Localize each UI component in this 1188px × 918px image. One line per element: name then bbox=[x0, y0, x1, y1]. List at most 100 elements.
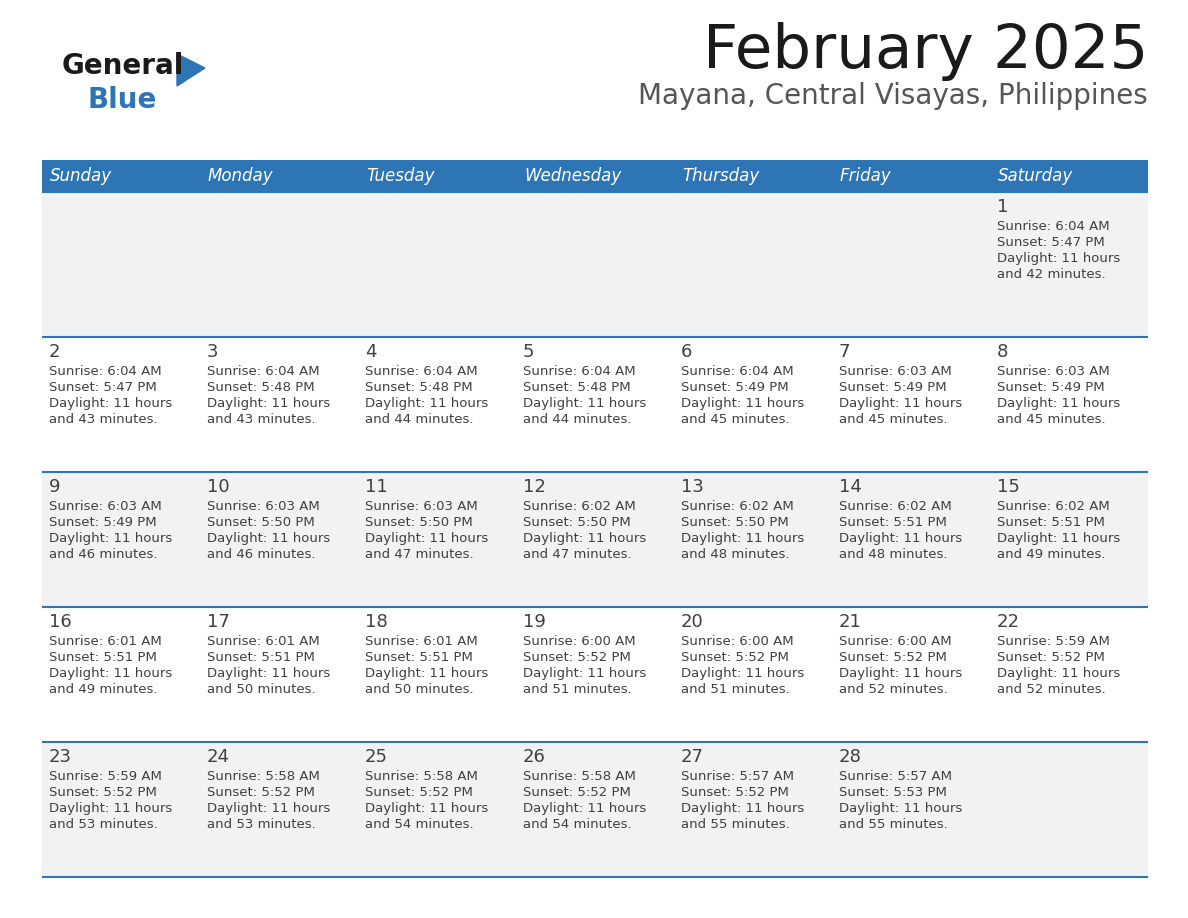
Text: 19: 19 bbox=[523, 613, 545, 631]
Text: Daylight: 11 hours: Daylight: 11 hours bbox=[207, 532, 330, 545]
Text: Daylight: 11 hours: Daylight: 11 hours bbox=[523, 397, 646, 410]
Text: Daylight: 11 hours: Daylight: 11 hours bbox=[365, 667, 488, 680]
Text: 13: 13 bbox=[681, 478, 703, 496]
Text: and 45 minutes.: and 45 minutes. bbox=[997, 413, 1106, 426]
Text: Sunset: 5:51 PM: Sunset: 5:51 PM bbox=[997, 516, 1105, 529]
Text: Daylight: 11 hours: Daylight: 11 hours bbox=[49, 397, 172, 410]
Text: Sunrise: 6:04 AM: Sunrise: 6:04 AM bbox=[49, 365, 162, 378]
Text: and 42 minutes.: and 42 minutes. bbox=[997, 268, 1106, 281]
Text: Sunrise: 6:02 AM: Sunrise: 6:02 AM bbox=[681, 500, 794, 513]
Text: Daylight: 11 hours: Daylight: 11 hours bbox=[523, 802, 646, 815]
Text: Sunset: 5:49 PM: Sunset: 5:49 PM bbox=[997, 381, 1105, 394]
Text: and 47 minutes.: and 47 minutes. bbox=[523, 548, 632, 561]
Text: Daylight: 11 hours: Daylight: 11 hours bbox=[839, 532, 962, 545]
Text: Sunset: 5:49 PM: Sunset: 5:49 PM bbox=[49, 516, 157, 529]
Text: Daylight: 11 hours: Daylight: 11 hours bbox=[207, 667, 330, 680]
Text: Tuesday: Tuesday bbox=[366, 167, 435, 185]
Text: Sunset: 5:53 PM: Sunset: 5:53 PM bbox=[839, 786, 947, 799]
Bar bbox=[42, 607, 1148, 742]
Text: 22: 22 bbox=[997, 613, 1020, 631]
Text: and 52 minutes.: and 52 minutes. bbox=[997, 683, 1106, 696]
Text: Sunset: 5:52 PM: Sunset: 5:52 PM bbox=[997, 651, 1105, 664]
Text: Sunset: 5:52 PM: Sunset: 5:52 PM bbox=[365, 786, 473, 799]
Text: Sunset: 5:49 PM: Sunset: 5:49 PM bbox=[681, 381, 789, 394]
Text: Sunrise: 6:03 AM: Sunrise: 6:03 AM bbox=[49, 500, 162, 513]
Text: and 53 minutes.: and 53 minutes. bbox=[207, 818, 316, 831]
Bar bbox=[42, 192, 1148, 337]
Text: and 43 minutes.: and 43 minutes. bbox=[49, 413, 158, 426]
Text: and 48 minutes.: and 48 minutes. bbox=[839, 548, 948, 561]
Text: Sunrise: 6:00 AM: Sunrise: 6:00 AM bbox=[523, 635, 636, 648]
Text: Daylight: 11 hours: Daylight: 11 hours bbox=[523, 667, 646, 680]
Text: and 44 minutes.: and 44 minutes. bbox=[365, 413, 474, 426]
Text: 7: 7 bbox=[839, 343, 851, 361]
Text: Daylight: 11 hours: Daylight: 11 hours bbox=[49, 802, 172, 815]
Text: Sunrise: 6:04 AM: Sunrise: 6:04 AM bbox=[207, 365, 320, 378]
Text: 23: 23 bbox=[49, 748, 72, 766]
Text: Daylight: 11 hours: Daylight: 11 hours bbox=[997, 397, 1120, 410]
Text: Daylight: 11 hours: Daylight: 11 hours bbox=[681, 397, 804, 410]
Text: Sunset: 5:51 PM: Sunset: 5:51 PM bbox=[207, 651, 315, 664]
Text: and 45 minutes.: and 45 minutes. bbox=[681, 413, 790, 426]
Text: Sunrise: 5:59 AM: Sunrise: 5:59 AM bbox=[49, 770, 162, 783]
Text: 21: 21 bbox=[839, 613, 861, 631]
Text: Sunrise: 6:03 AM: Sunrise: 6:03 AM bbox=[839, 365, 952, 378]
Text: and 49 minutes.: and 49 minutes. bbox=[997, 548, 1106, 561]
Text: and 46 minutes.: and 46 minutes. bbox=[207, 548, 316, 561]
Text: Daylight: 11 hours: Daylight: 11 hours bbox=[207, 802, 330, 815]
Text: 26: 26 bbox=[523, 748, 545, 766]
Text: Sunday: Sunday bbox=[50, 167, 112, 185]
Text: and 54 minutes.: and 54 minutes. bbox=[365, 818, 474, 831]
Text: Sunset: 5:50 PM: Sunset: 5:50 PM bbox=[681, 516, 789, 529]
Text: 16: 16 bbox=[49, 613, 71, 631]
Text: Sunrise: 6:04 AM: Sunrise: 6:04 AM bbox=[997, 220, 1110, 233]
Text: Daylight: 11 hours: Daylight: 11 hours bbox=[997, 667, 1120, 680]
Bar bbox=[42, 742, 1148, 877]
Text: Sunrise: 5:57 AM: Sunrise: 5:57 AM bbox=[839, 770, 952, 783]
Text: and 52 minutes.: and 52 minutes. bbox=[839, 683, 948, 696]
Text: and 55 minutes.: and 55 minutes. bbox=[681, 818, 790, 831]
Text: Daylight: 11 hours: Daylight: 11 hours bbox=[681, 667, 804, 680]
Text: and 48 minutes.: and 48 minutes. bbox=[681, 548, 790, 561]
Text: Sunset: 5:51 PM: Sunset: 5:51 PM bbox=[839, 516, 947, 529]
Text: Sunrise: 6:02 AM: Sunrise: 6:02 AM bbox=[523, 500, 636, 513]
Text: Daylight: 11 hours: Daylight: 11 hours bbox=[839, 667, 962, 680]
Text: 12: 12 bbox=[523, 478, 545, 496]
Text: Sunrise: 6:01 AM: Sunrise: 6:01 AM bbox=[365, 635, 478, 648]
Text: Daylight: 11 hours: Daylight: 11 hours bbox=[997, 532, 1120, 545]
Text: Friday: Friday bbox=[840, 167, 892, 185]
Text: 4: 4 bbox=[365, 343, 377, 361]
Text: Sunset: 5:47 PM: Sunset: 5:47 PM bbox=[997, 236, 1105, 249]
Text: Daylight: 11 hours: Daylight: 11 hours bbox=[207, 397, 330, 410]
Text: Sunrise: 6:02 AM: Sunrise: 6:02 AM bbox=[997, 500, 1110, 513]
Text: Daylight: 11 hours: Daylight: 11 hours bbox=[523, 532, 646, 545]
Text: 5: 5 bbox=[523, 343, 535, 361]
Text: and 44 minutes.: and 44 minutes. bbox=[523, 413, 632, 426]
Text: and 47 minutes.: and 47 minutes. bbox=[365, 548, 474, 561]
Text: 25: 25 bbox=[365, 748, 388, 766]
Text: Sunrise: 6:01 AM: Sunrise: 6:01 AM bbox=[49, 635, 162, 648]
Bar bbox=[42, 337, 1148, 472]
Text: Wednesday: Wednesday bbox=[524, 167, 621, 185]
Text: and 46 minutes.: and 46 minutes. bbox=[49, 548, 158, 561]
Text: 1: 1 bbox=[997, 198, 1009, 216]
Text: Sunrise: 6:04 AM: Sunrise: 6:04 AM bbox=[523, 365, 636, 378]
Text: 27: 27 bbox=[681, 748, 704, 766]
Bar bbox=[200, 160, 358, 192]
Text: Sunset: 5:52 PM: Sunset: 5:52 PM bbox=[207, 786, 315, 799]
Text: Sunset: 5:52 PM: Sunset: 5:52 PM bbox=[681, 786, 789, 799]
Text: Sunset: 5:52 PM: Sunset: 5:52 PM bbox=[523, 786, 631, 799]
Text: Sunrise: 6:04 AM: Sunrise: 6:04 AM bbox=[681, 365, 794, 378]
Text: Sunset: 5:47 PM: Sunset: 5:47 PM bbox=[49, 381, 157, 394]
Bar bbox=[674, 160, 832, 192]
Text: February 2025: February 2025 bbox=[702, 22, 1148, 81]
Text: Sunrise: 6:03 AM: Sunrise: 6:03 AM bbox=[997, 365, 1110, 378]
Text: Daylight: 11 hours: Daylight: 11 hours bbox=[365, 397, 488, 410]
Text: 14: 14 bbox=[839, 478, 861, 496]
Text: Sunrise: 6:03 AM: Sunrise: 6:03 AM bbox=[207, 500, 320, 513]
Text: Sunset: 5:48 PM: Sunset: 5:48 PM bbox=[207, 381, 315, 394]
Text: Sunrise: 6:00 AM: Sunrise: 6:00 AM bbox=[681, 635, 794, 648]
Text: and 43 minutes.: and 43 minutes. bbox=[207, 413, 316, 426]
Text: 2: 2 bbox=[49, 343, 61, 361]
Text: 3: 3 bbox=[207, 343, 219, 361]
